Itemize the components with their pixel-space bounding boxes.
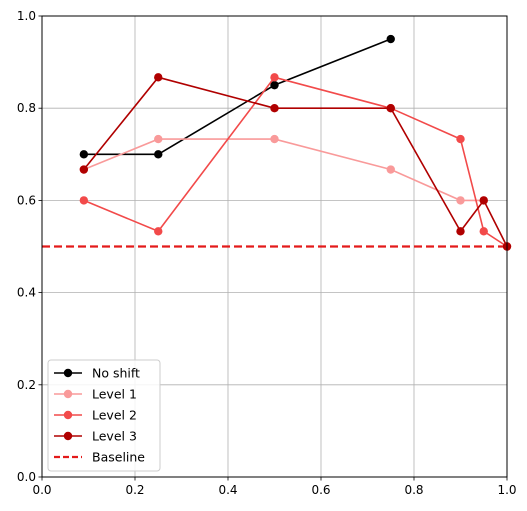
data-point-level-3 <box>386 104 395 113</box>
data-point-no-shift <box>270 80 279 90</box>
legend-label: Level 1 <box>92 387 137 402</box>
data-point-level-2 <box>479 227 488 236</box>
x-tick-label: 0.4 <box>218 483 237 497</box>
data-point-level-2 <box>270 73 279 82</box>
y-tick-label: 0.6 <box>17 193 36 207</box>
legend-entry-baseline: Baseline <box>54 450 145 465</box>
axis-ticks: 0.0 0.2 0.4 0.6 0.8 1.0 0.0 0.2 0.4 0.6 0.8 1.0 <box>17 9 517 497</box>
legend-swatch-marker <box>63 368 73 378</box>
data-point-level-2 <box>79 196 89 205</box>
data-point-no-shift <box>79 150 89 159</box>
series-level-3 <box>79 73 512 251</box>
data-point-level-1 <box>270 134 279 144</box>
legend-entry-no-shift: No shift <box>54 366 140 381</box>
data-point-no-shift <box>154 150 163 159</box>
data-point-level-3 <box>479 196 488 205</box>
legend-label: Level 3 <box>92 429 137 444</box>
y-tick-label: 0.4 <box>17 286 36 300</box>
legend-swatch-marker <box>63 431 73 441</box>
legend-label: No shift <box>92 366 140 381</box>
x-tick-label: 0.6 <box>311 483 330 497</box>
y-tick-label: 0.8 <box>17 101 36 115</box>
data-point-level-2 <box>456 134 465 144</box>
legend: No shift Level 1 Level 2 Level 3 Baseline <box>47 359 161 472</box>
y-tick-label: 1.0 <box>17 9 36 23</box>
y-tick-label: 0.0 <box>17 470 36 484</box>
data-point-level-3 <box>456 227 465 236</box>
x-tick-label: 0.8 <box>404 483 423 497</box>
x-tick-label: 1.0 <box>497 483 516 497</box>
data-point-level-3 <box>79 165 89 174</box>
data-point-level-1 <box>456 196 465 205</box>
legend-swatch-marker <box>63 389 73 399</box>
legend-label: Level 2 <box>92 408 137 423</box>
data-point-level-1 <box>154 134 163 144</box>
plot-frame <box>41 15 508 478</box>
legend-swatch-marker <box>63 410 73 420</box>
y-tick-label: 0.2 <box>17 378 36 392</box>
x-tick-label: 0.0 <box>32 483 51 497</box>
x-tick-label: 0.2 <box>125 483 144 497</box>
legend-entry-level-2: Level 2 <box>54 408 137 423</box>
legend-label: Baseline <box>92 450 145 465</box>
legend-entry-level-3: Level 3 <box>54 429 137 444</box>
legend-entry-level-1: Level 1 <box>54 387 137 402</box>
data-point-level-2 <box>154 227 163 236</box>
series-layer <box>79 34 512 251</box>
data-point-level-1 <box>386 165 395 174</box>
data-point-level-3 <box>154 73 163 82</box>
legend-box <box>47 359 161 472</box>
data-point-no-shift <box>386 34 395 44</box>
data-point-level-3 <box>270 104 279 113</box>
